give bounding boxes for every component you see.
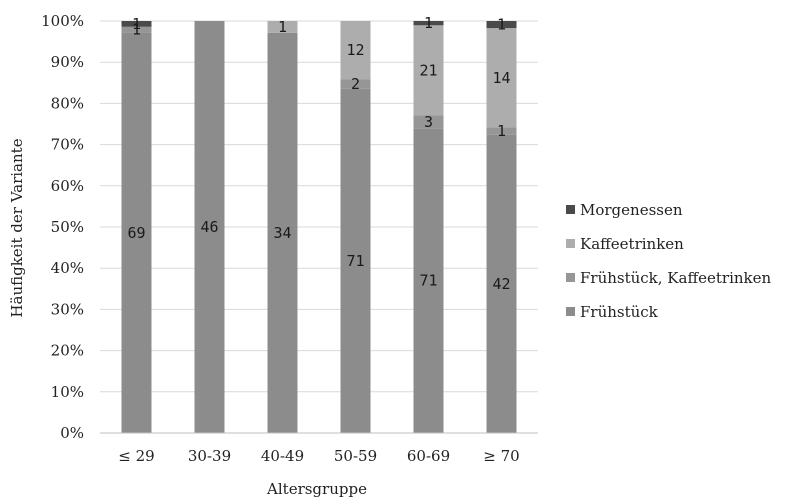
- bar-value-label: 3: [424, 113, 433, 131]
- y-tick-label: 50%: [51, 218, 84, 236]
- x-tick-label: ≤ 29: [118, 447, 154, 465]
- legend-label: Frühstück: [580, 303, 659, 321]
- y-tick-label: 70%: [51, 136, 84, 154]
- legend-swatch: [566, 307, 575, 316]
- x-tick-label: ≥ 70: [483, 447, 519, 465]
- bar-segment: [486, 21, 517, 29]
- y-tick-label: 80%: [51, 94, 84, 112]
- bar-segment: [413, 21, 444, 26]
- bar-segment: [340, 79, 371, 89]
- x-axis-ticks: ≤ 29 30-39 40-49 50-59 60-69 ≥ 70: [118, 447, 519, 465]
- bar-segment: [486, 134, 517, 434]
- bar-value-label: 71: [419, 272, 437, 290]
- bar-segment: [267, 32, 298, 434]
- bar-value-label: 14: [492, 69, 510, 87]
- bar-value-label: 34: [273, 224, 291, 242]
- y-tick-label: 100%: [41, 12, 84, 30]
- y-tick-label: 0%: [60, 424, 84, 442]
- bar-value-label: 21: [419, 61, 437, 79]
- bar-segment: [413, 128, 444, 433]
- bars: [121, 21, 517, 434]
- y-tick-label: 20%: [51, 342, 84, 360]
- y-tick-label: 10%: [51, 383, 84, 401]
- x-tick-label: 30-39: [188, 447, 231, 465]
- x-tick-label: 50-59: [334, 447, 377, 465]
- y-axis-title: Häufigkeit der Variante: [8, 138, 26, 317]
- x-axis-title: Altersgruppe: [266, 480, 367, 498]
- x-tick-label: 60-69: [407, 447, 450, 465]
- bar-segment: [340, 21, 371, 80]
- bar-segment: [486, 127, 517, 135]
- bar-segment: [121, 21, 152, 27]
- bar-value-label: 1: [497, 122, 506, 140]
- bar-segment: [486, 28, 517, 128]
- legend-swatch: [566, 239, 575, 248]
- bar-value-label: 12: [346, 41, 364, 59]
- bar-value-label: 1: [132, 21, 141, 39]
- bar-value-label: 1: [497, 16, 506, 34]
- bar-value-label: 1: [278, 18, 287, 36]
- y-tick-label: 90%: [51, 53, 84, 71]
- bar-segment: [340, 88, 371, 433]
- bar-value-label: 1: [132, 15, 141, 33]
- legend-swatch: [566, 273, 575, 282]
- bar-segment: [413, 25, 444, 116]
- bar-segment: [267, 21, 298, 33]
- bar-value-label: 69: [127, 224, 145, 242]
- y-axis-ticks: 0% 10% 20% 30% 40% 50% 60% 70% 80% 90% 100%: [41, 12, 84, 442]
- bar-segment: [194, 21, 225, 433]
- gridlines: [100, 20, 538, 393]
- legend-label: Frühstück, Kaffeetrinken: [580, 269, 771, 287]
- legend: Morgenessen Kaffeetrinken Frühstück, Kaffe…: [566, 201, 771, 321]
- bar-value-label: 42: [492, 275, 510, 293]
- bar-value-label: 1: [424, 14, 433, 32]
- legend-label: Morgenessen: [580, 201, 683, 219]
- bar-segment: [413, 115, 444, 129]
- legend-label: Kaffeetrinken: [580, 235, 684, 253]
- y-tick-label: 30%: [51, 300, 84, 318]
- x-tick-label: 40-49: [261, 447, 304, 465]
- bar-value-label: 2: [351, 75, 360, 93]
- bar-value-label: 46: [200, 218, 218, 236]
- legend-swatch: [566, 205, 575, 214]
- bar-value-label: 71: [346, 252, 364, 270]
- y-tick-label: 60%: [51, 177, 84, 195]
- bar-segment: [121, 26, 152, 33]
- y-tick-label: 40%: [51, 259, 84, 277]
- bar-segment: [121, 32, 152, 434]
